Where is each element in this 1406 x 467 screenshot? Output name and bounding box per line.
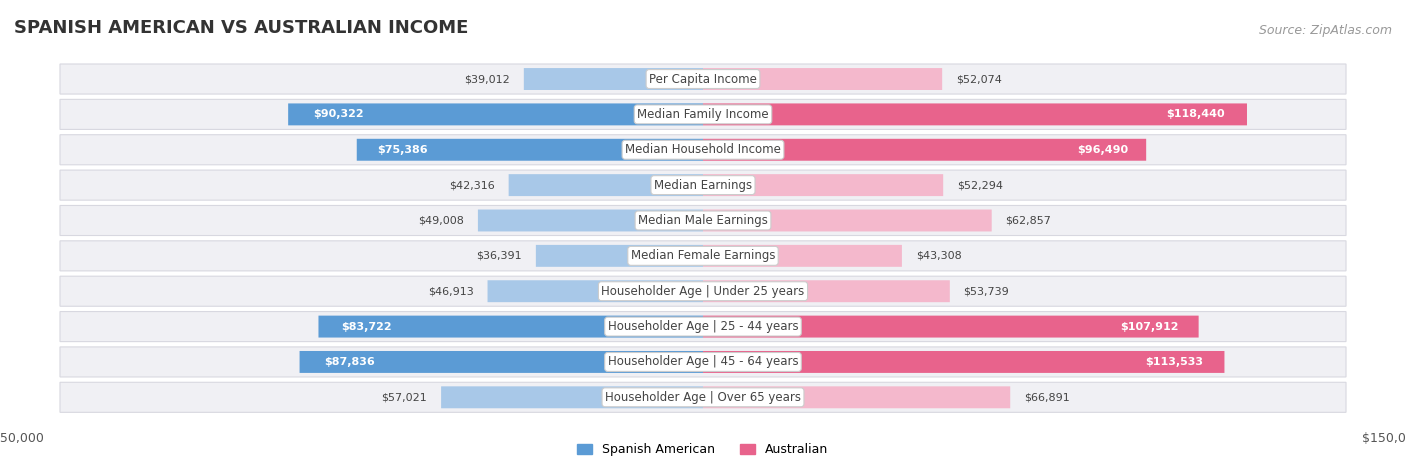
Text: $43,308: $43,308 [915,251,962,261]
Text: Median Earnings: Median Earnings [654,178,752,191]
Text: $75,386: $75,386 [378,145,429,155]
Text: $36,391: $36,391 [477,251,522,261]
Text: $107,912: $107,912 [1121,322,1178,332]
Text: $118,440: $118,440 [1167,109,1225,120]
FancyBboxPatch shape [536,245,703,267]
Text: Householder Age | 25 - 44 years: Householder Age | 25 - 44 years [607,320,799,333]
FancyBboxPatch shape [60,382,1346,412]
FancyBboxPatch shape [60,311,1346,342]
FancyBboxPatch shape [441,386,703,408]
FancyBboxPatch shape [703,386,1011,408]
FancyBboxPatch shape [60,134,1346,165]
Text: $62,857: $62,857 [1005,215,1052,226]
FancyBboxPatch shape [524,68,703,90]
FancyBboxPatch shape [703,316,1199,338]
FancyBboxPatch shape [478,210,703,232]
FancyBboxPatch shape [60,347,1346,377]
Text: $52,074: $52,074 [956,74,1002,84]
Text: Householder Age | Under 25 years: Householder Age | Under 25 years [602,285,804,298]
FancyBboxPatch shape [60,170,1346,200]
Text: $83,722: $83,722 [342,322,392,332]
FancyBboxPatch shape [703,280,950,302]
Text: Per Capita Income: Per Capita Income [650,72,756,85]
FancyBboxPatch shape [357,139,703,161]
FancyBboxPatch shape [299,351,703,373]
FancyBboxPatch shape [703,68,942,90]
Text: Source: ZipAtlas.com: Source: ZipAtlas.com [1258,24,1392,36]
Text: Median Household Income: Median Household Income [626,143,780,156]
FancyBboxPatch shape [703,245,901,267]
Text: $46,913: $46,913 [427,286,474,296]
Text: SPANISH AMERICAN VS AUSTRALIAN INCOME: SPANISH AMERICAN VS AUSTRALIAN INCOME [14,19,468,36]
Text: Median Female Earnings: Median Female Earnings [631,249,775,262]
Text: $87,836: $87,836 [323,357,374,367]
Legend: Spanish American, Australian: Spanish American, Australian [572,439,834,461]
FancyBboxPatch shape [488,280,703,302]
Text: $49,008: $49,008 [418,215,464,226]
FancyBboxPatch shape [703,103,1247,125]
FancyBboxPatch shape [703,174,943,196]
FancyBboxPatch shape [509,174,703,196]
Text: $42,316: $42,316 [449,180,495,190]
Text: Median Male Earnings: Median Male Earnings [638,214,768,227]
FancyBboxPatch shape [60,64,1346,94]
Text: $90,322: $90,322 [314,109,364,120]
FancyBboxPatch shape [703,139,1146,161]
Text: Householder Age | Over 65 years: Householder Age | Over 65 years [605,391,801,404]
Text: $53,739: $53,739 [963,286,1010,296]
FancyBboxPatch shape [703,210,991,232]
Text: $52,294: $52,294 [957,180,1002,190]
Text: $113,533: $113,533 [1146,357,1204,367]
Text: $57,021: $57,021 [381,392,427,402]
Text: $66,891: $66,891 [1024,392,1070,402]
FancyBboxPatch shape [319,316,703,338]
Text: $96,490: $96,490 [1077,145,1129,155]
FancyBboxPatch shape [60,205,1346,235]
FancyBboxPatch shape [703,351,1225,373]
FancyBboxPatch shape [288,103,703,125]
Text: Householder Age | 45 - 64 years: Householder Age | 45 - 64 years [607,355,799,368]
FancyBboxPatch shape [60,99,1346,129]
FancyBboxPatch shape [60,241,1346,271]
Text: $39,012: $39,012 [464,74,510,84]
Text: Median Family Income: Median Family Income [637,108,769,121]
FancyBboxPatch shape [60,276,1346,306]
